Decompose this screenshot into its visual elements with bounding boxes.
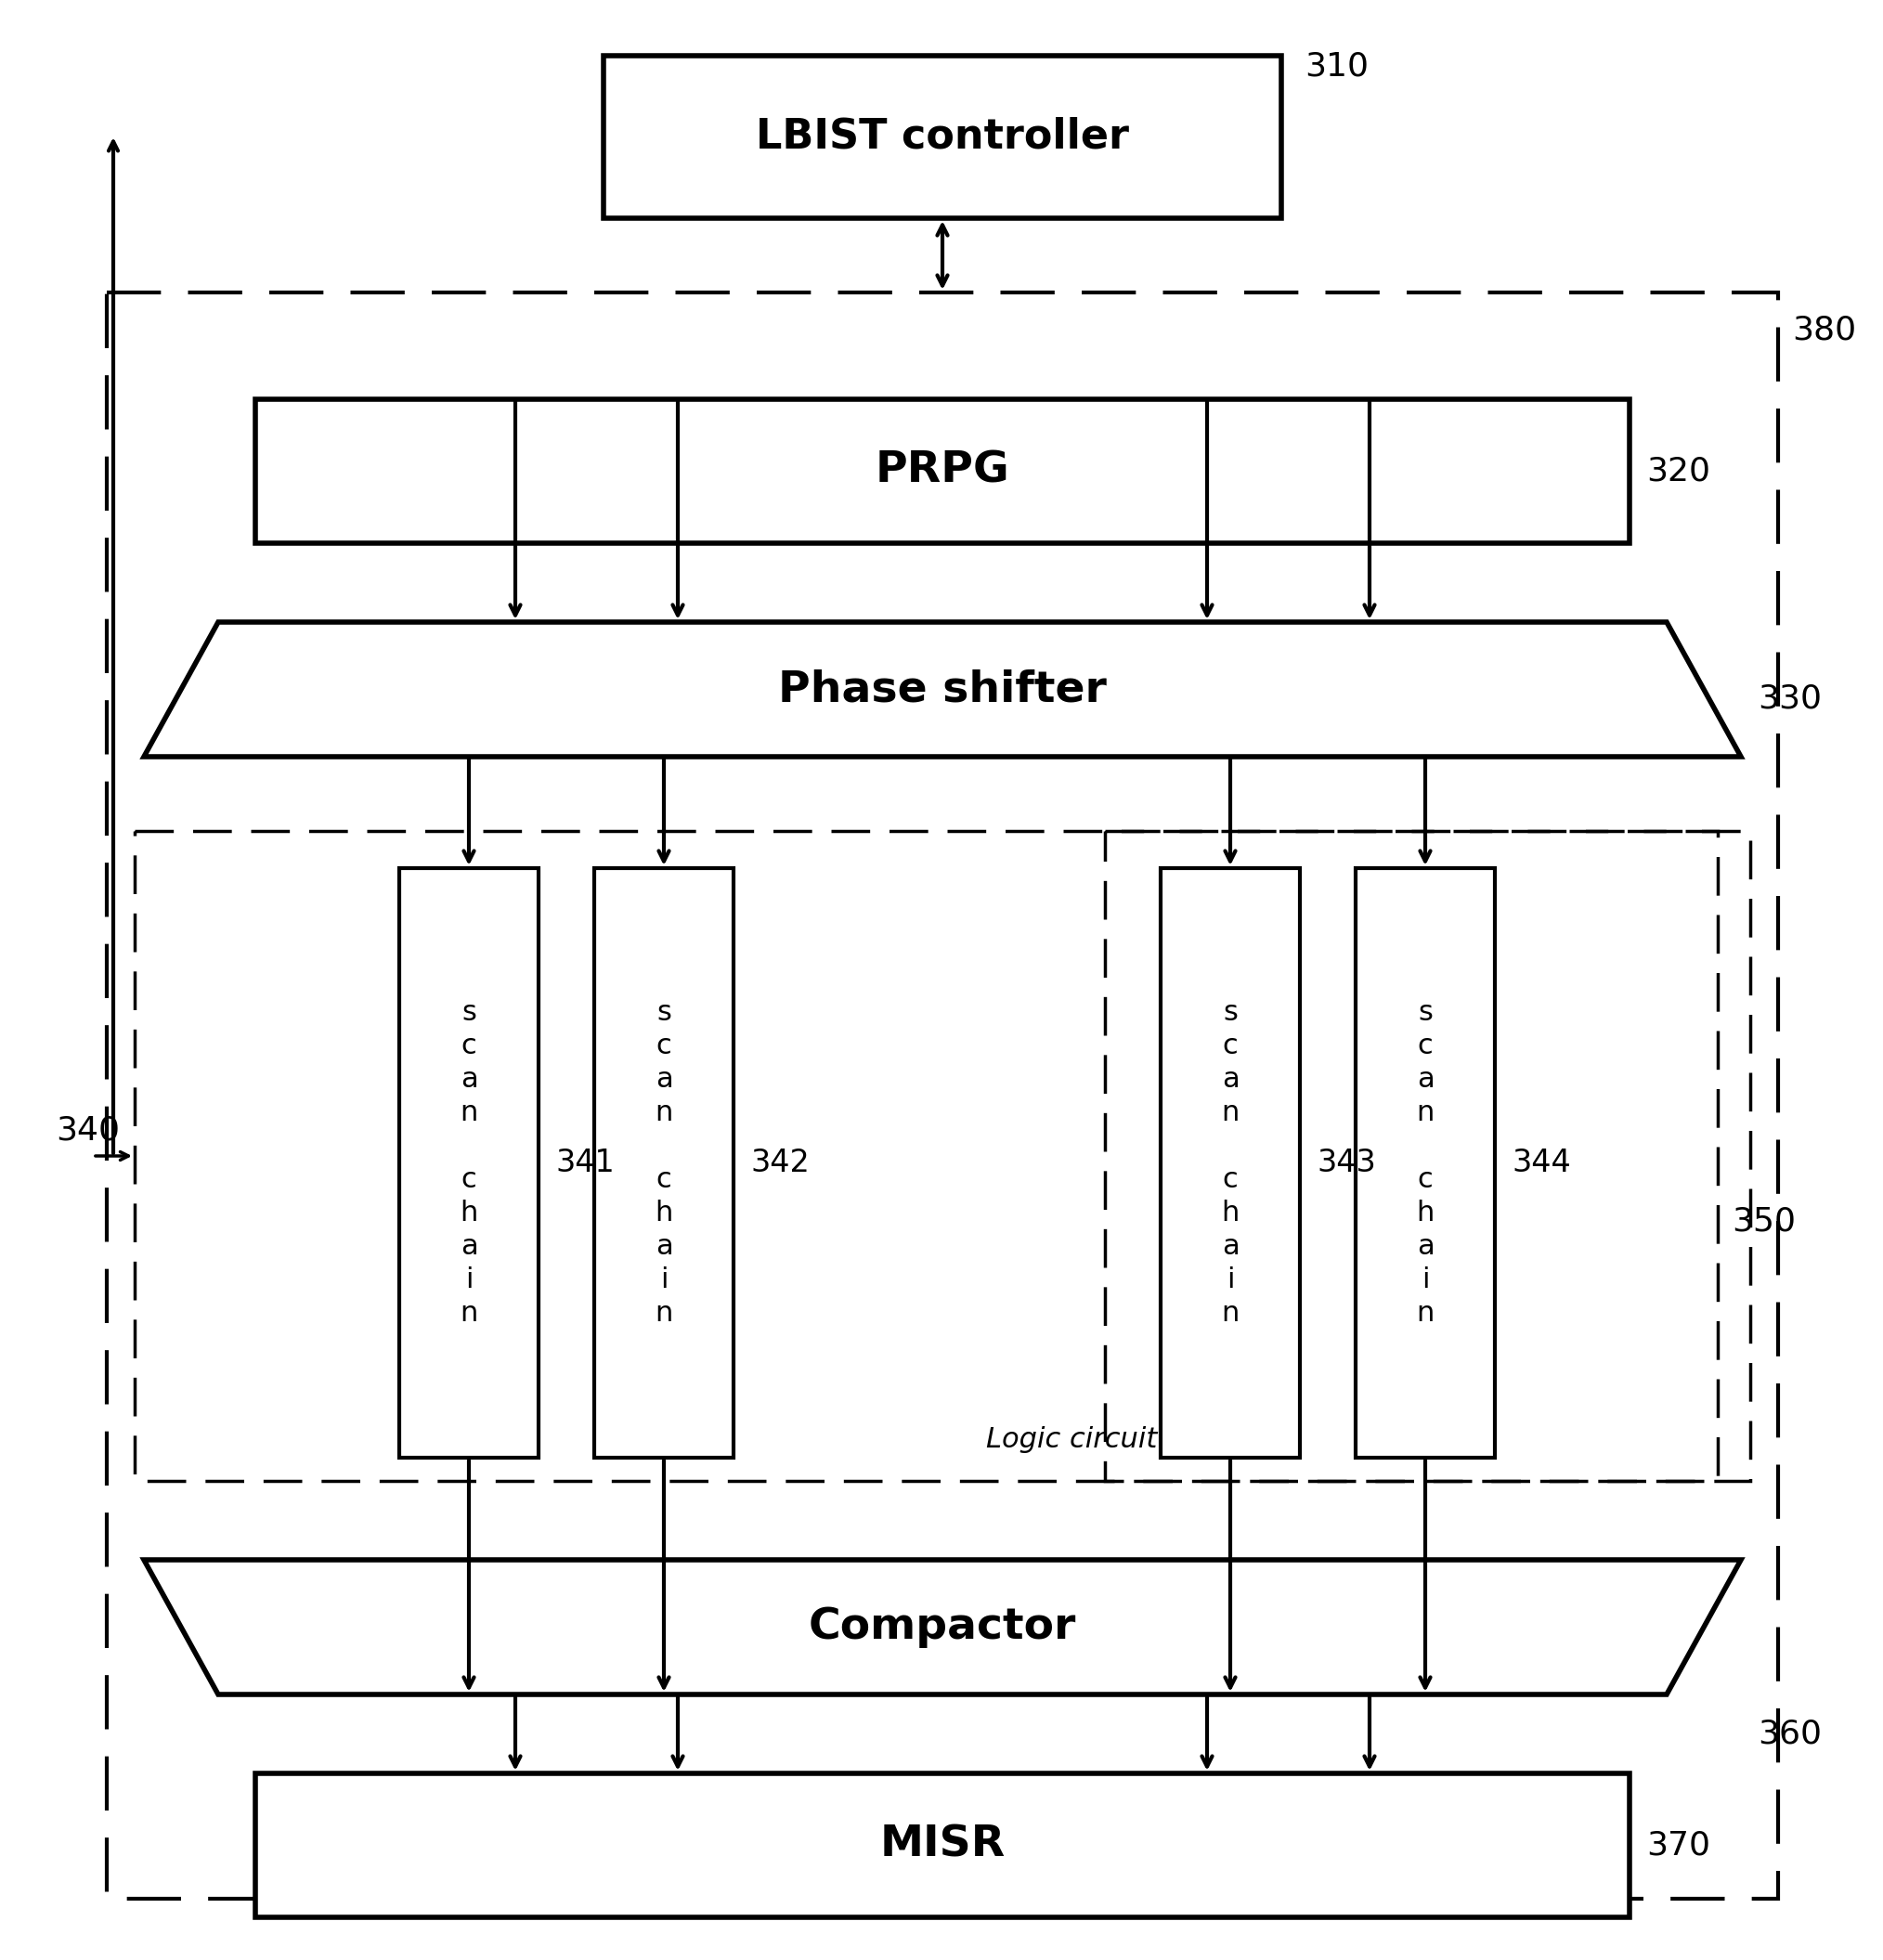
Text: 320: 320 (1646, 455, 1710, 486)
Bar (1356, 868, 1495, 1458)
Bar (1105, 831, 1717, 1482)
Text: 344: 344 (1512, 1149, 1570, 1178)
Text: 310: 310 (1305, 51, 1369, 82)
Bar (604, 55, 1280, 218)
Bar (1160, 868, 1299, 1458)
Bar (107, 292, 1778, 1899)
Text: s
c
a
n
 
c
h
a
i
n: s c a n c h a i n (1416, 1000, 1435, 1327)
Bar (256, 1774, 1629, 1917)
Text: PRPG: PRPG (876, 451, 1009, 492)
Text: 360: 360 (1757, 1717, 1821, 1748)
Text: s
c
a
n
 
c
h
a
i
n: s c a n c h a i n (655, 1000, 672, 1327)
Text: 370: 370 (1646, 1829, 1710, 1862)
Text: s
c
a
n
 
c
h
a
i
n: s c a n c h a i n (459, 1000, 478, 1327)
Text: Phase shifter: Phase shifter (778, 668, 1107, 710)
Text: MISR: MISR (879, 1825, 1006, 1866)
Bar (134, 831, 1749, 1482)
Text: 380: 380 (1793, 314, 1857, 345)
Text: LBIST controller: LBIST controller (755, 118, 1130, 157)
Polygon shape (143, 621, 1742, 757)
Bar (399, 868, 539, 1458)
Text: 350: 350 (1732, 1205, 1796, 1237)
Text: Logic circuit: Logic circuit (987, 1427, 1158, 1452)
Text: s
c
a
n
 
c
h
a
i
n: s c a n c h a i n (1222, 1000, 1239, 1327)
Text: 342: 342 (749, 1149, 810, 1178)
Text: 330: 330 (1757, 682, 1821, 715)
Bar (256, 400, 1629, 543)
Text: 341: 341 (555, 1149, 614, 1178)
Text: 343: 343 (1316, 1149, 1376, 1178)
Bar (595, 868, 734, 1458)
Polygon shape (143, 1560, 1742, 1695)
Text: Compactor: Compactor (808, 1607, 1077, 1648)
Text: 340: 340 (56, 1113, 121, 1147)
